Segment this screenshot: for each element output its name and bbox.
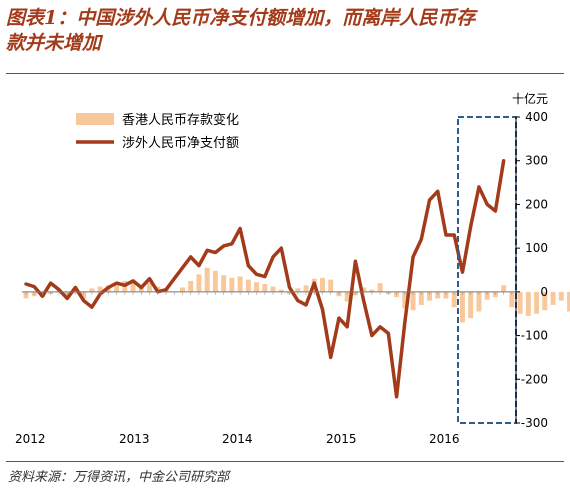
bar-23 <box>212 270 218 292</box>
x-year-label: 2014 <box>222 432 253 446</box>
bar-46 <box>402 291 408 309</box>
bar-7 <box>81 291 87 299</box>
bar-55 <box>476 291 482 312</box>
legend-swatch-bar <box>76 113 114 125</box>
y-tick-label: 100 <box>525 241 548 255</box>
bar-56 <box>484 291 490 300</box>
line-net-payment <box>24 158 506 399</box>
title-line-2: 款并未增加 <box>6 32 102 54</box>
legend-label-bar: 香港人民币存款变化 <box>122 112 239 128</box>
bar-13 <box>130 279 136 292</box>
y-tick-label: -100 <box>521 329 548 343</box>
title-line-1: 图表1：中国涉外人民币净支付额增加，而离岸人民币存 <box>6 7 476 29</box>
bar-43 <box>377 283 383 292</box>
line-series <box>24 158 506 399</box>
bar-54 <box>468 291 474 319</box>
bar-58 <box>501 285 507 292</box>
bar-52 <box>451 291 457 308</box>
bar-37 <box>328 279 334 292</box>
y-tick-label: 400 <box>525 110 548 124</box>
y-unit-label: 十亿元 <box>512 91 548 106</box>
bar-48 <box>418 291 424 305</box>
bar-series <box>23 267 570 323</box>
bar-51 <box>443 291 449 299</box>
bar-63 <box>542 291 548 311</box>
bar-11 <box>114 283 120 292</box>
bar-49 <box>427 291 432 301</box>
bar-27 <box>245 279 251 292</box>
y-tick-label: 300 <box>525 154 548 168</box>
bar-62 <box>534 291 540 314</box>
bar-30 <box>270 286 276 292</box>
source-note: 资料来源：万得资讯，中金公司研究部 <box>8 470 230 485</box>
bar-64 <box>550 291 556 305</box>
y-tick-label: 0 <box>540 285 548 299</box>
bar-61 <box>525 291 531 316</box>
axes: 400 300 200 100 0 -100 -200 -300 十亿元 2012 2013 2014… <box>15 91 548 446</box>
chart-title: 图表1：中国涉外人民币净支付额增加，而离岸人民币存 款并未增加 <box>6 6 566 56</box>
y-tick-label: -200 <box>521 372 548 386</box>
bar-41 <box>361 287 367 292</box>
bar-19 <box>180 287 185 292</box>
bar-36 <box>320 277 325 292</box>
bar-8 <box>89 288 95 292</box>
bar-21 <box>196 274 202 292</box>
bar-47 <box>410 291 416 311</box>
footer-divider <box>6 461 564 462</box>
x-year-label: 2013 <box>119 432 150 446</box>
bar-24 <box>221 275 227 292</box>
title-divider <box>6 73 564 74</box>
bar-31 <box>278 289 284 292</box>
x-year-label: 2016 <box>429 432 460 446</box>
bar-22 <box>204 267 210 292</box>
bar-53 <box>460 291 465 323</box>
bar-66 <box>567 291 570 312</box>
y-tick-label: -300 <box>521 416 548 430</box>
legend-label-line: 涉外人民币净支付额 <box>122 136 239 151</box>
bar-15 <box>147 283 152 292</box>
bar-0 <box>23 291 29 299</box>
bar-42 <box>369 289 375 292</box>
bar-29 <box>262 283 268 292</box>
bar-20 <box>188 280 194 292</box>
highlight-region-box <box>457 116 517 424</box>
y-tick-label: 200 <box>525 197 548 211</box>
bar-9 <box>97 286 103 292</box>
bar-60 <box>517 291 523 314</box>
bar-65 <box>558 291 564 301</box>
bar-33 <box>295 288 301 292</box>
bar-26 <box>237 276 243 292</box>
bar-28 <box>254 282 260 292</box>
bar-39 <box>344 291 350 302</box>
x-year-label: 2012 <box>15 432 46 446</box>
bar-50 <box>435 291 441 299</box>
bar-34 <box>303 285 309 292</box>
bar-59 <box>509 291 515 308</box>
bar-25 <box>229 277 235 292</box>
x-year-label: 2015 <box>326 432 357 446</box>
